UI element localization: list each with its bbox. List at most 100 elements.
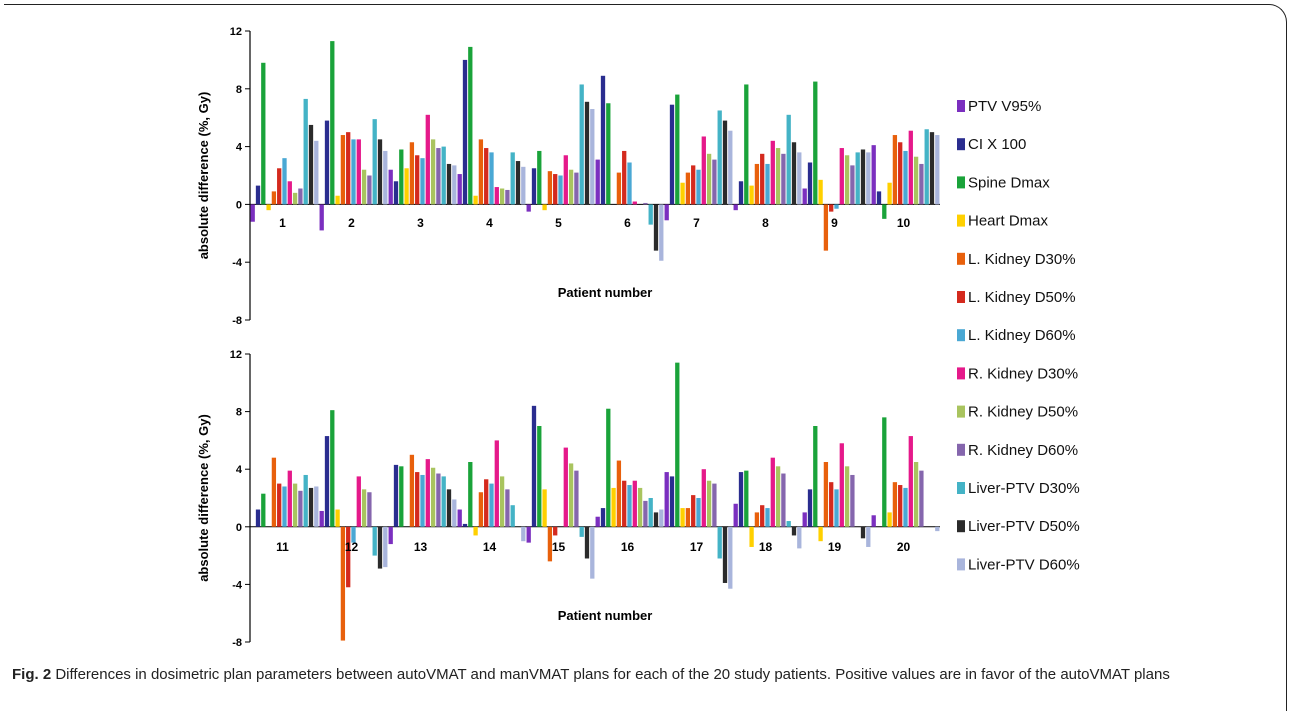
legend-swatch bbox=[957, 100, 965, 112]
bar bbox=[430, 139, 436, 205]
bar bbox=[600, 75, 606, 205]
bar bbox=[446, 163, 452, 205]
bar bbox=[882, 417, 887, 527]
bar bbox=[643, 202, 648, 205]
bar bbox=[537, 426, 542, 527]
bar bbox=[494, 440, 499, 527]
bar bbox=[409, 454, 415, 527]
bar bbox=[829, 204, 834, 212]
bar bbox=[468, 46, 473, 205]
bar bbox=[574, 470, 579, 527]
bar bbox=[255, 509, 261, 527]
y-tick-label: 0 bbox=[236, 522, 242, 534]
category-label: 4 bbox=[486, 216, 493, 230]
bar bbox=[335, 195, 340, 205]
bar bbox=[282, 486, 287, 527]
category-label: 9 bbox=[831, 216, 838, 230]
bar bbox=[770, 140, 775, 205]
bar bbox=[659, 204, 664, 261]
bar bbox=[606, 103, 611, 205]
category-label: 2 bbox=[348, 216, 355, 230]
bar bbox=[696, 498, 701, 527]
category-label: 16 bbox=[621, 540, 635, 554]
bar bbox=[563, 155, 568, 205]
bar bbox=[330, 410, 335, 527]
bar bbox=[521, 526, 526, 542]
y-axis-label: absolute difference (%, Gy) bbox=[196, 92, 211, 260]
bar bbox=[664, 204, 669, 221]
bar bbox=[685, 508, 691, 527]
bar bbox=[452, 499, 457, 527]
bar bbox=[622, 480, 627, 527]
bar bbox=[319, 510, 324, 527]
legend-entry: Liver-PTV D30% bbox=[968, 480, 1080, 497]
bar bbox=[335, 509, 340, 527]
bar bbox=[388, 526, 393, 545]
bar bbox=[351, 526, 356, 543]
bar bbox=[372, 119, 377, 205]
bar bbox=[781, 473, 786, 527]
bar bbox=[494, 187, 499, 205]
bar bbox=[606, 408, 611, 527]
bar bbox=[377, 139, 383, 205]
bar bbox=[425, 459, 430, 527]
bar bbox=[823, 462, 829, 527]
bar bbox=[653, 204, 659, 251]
bar bbox=[860, 149, 866, 205]
bar bbox=[393, 464, 399, 527]
bar bbox=[722, 120, 728, 205]
bar bbox=[303, 474, 308, 527]
bar bbox=[340, 526, 346, 641]
y-tick-label: -4 bbox=[232, 579, 243, 591]
category-label: 11 bbox=[276, 540, 289, 554]
bar bbox=[457, 174, 462, 205]
bar bbox=[478, 139, 484, 205]
bar bbox=[308, 487, 314, 527]
bar bbox=[866, 152, 871, 205]
bar bbox=[584, 526, 590, 559]
bar bbox=[563, 447, 568, 527]
bar bbox=[648, 204, 653, 225]
bar bbox=[468, 462, 473, 527]
bar bbox=[754, 163, 760, 205]
bar bbox=[892, 482, 898, 527]
bar bbox=[441, 146, 446, 205]
bar bbox=[738, 181, 744, 205]
legend: PTV V95% CI X 100 Spine Dmax Heart Dmax L. K… bbox=[957, 98, 1080, 573]
bar bbox=[611, 487, 616, 527]
bar bbox=[802, 512, 807, 527]
bar bbox=[420, 474, 425, 527]
bar bbox=[749, 526, 754, 547]
bar bbox=[903, 150, 908, 205]
legend-entry: L. Kidney D60% bbox=[968, 327, 1076, 344]
y-tick-label: 8 bbox=[236, 407, 242, 419]
bar bbox=[919, 163, 924, 205]
bar bbox=[823, 204, 829, 251]
bar bbox=[648, 498, 653, 527]
bar bbox=[749, 185, 754, 205]
bar bbox=[844, 466, 850, 527]
bar bbox=[271, 457, 277, 527]
category-label: 6 bbox=[624, 216, 631, 230]
legend-entry: L. Kidney D30% bbox=[968, 251, 1076, 268]
bar bbox=[791, 142, 797, 205]
bar bbox=[600, 508, 606, 527]
category-label: 12 bbox=[345, 540, 359, 554]
bar bbox=[574, 172, 579, 205]
y-tick-label: 12 bbox=[230, 349, 242, 361]
caption-text: Differences in dosimetric plan parameter… bbox=[51, 666, 1170, 683]
bar bbox=[924, 129, 929, 205]
bar bbox=[829, 482, 834, 527]
bar bbox=[691, 495, 696, 527]
bar bbox=[292, 483, 298, 527]
bar bbox=[377, 526, 383, 569]
legend-entry: Heart Dmax bbox=[968, 213, 1049, 230]
y-tick-label: 12 bbox=[230, 26, 242, 38]
bar bbox=[669, 476, 675, 527]
bar bbox=[590, 109, 595, 205]
bar bbox=[850, 165, 855, 205]
bar bbox=[898, 485, 903, 527]
bar bbox=[515, 161, 521, 205]
legend-entry: L. Kidney D50% bbox=[968, 289, 1076, 306]
